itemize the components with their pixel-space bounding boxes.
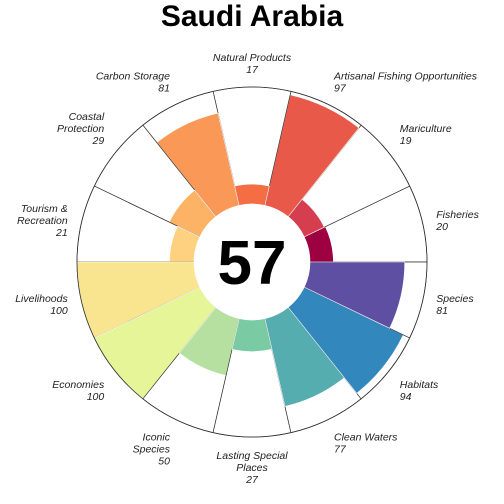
petal-name-habitats: Habitats — [400, 379, 439, 391]
petal-score-natural-products: 17 — [246, 64, 259, 76]
petal-name-coastal-protection-line-1: Coastal — [69, 111, 105, 123]
petal-label-habitats: Habitats 94 — [400, 379, 439, 403]
petal-natural-products — [234, 183, 270, 206]
petal-score-clean-waters: 77 — [334, 443, 347, 455]
petal-name-artisanal-fishing-opportunities: Artisanal Fishing Opportunities — [333, 71, 478, 83]
petal-score-economies: 100 — [87, 391, 105, 403]
petal-name-iconic-species-line-2: Species — [133, 443, 171, 455]
petal-label-mariculture: Mariculture 19 — [400, 123, 452, 147]
petal-label-iconic-species: Iconic Species 50 — [133, 431, 171, 467]
petal-score-coastal-protection: 29 — [92, 135, 105, 147]
petal-label-livelihoods: Livelihoods 100 — [15, 293, 68, 317]
petal-score-species: 81 — [436, 305, 448, 317]
petal-name-clean-waters: Clean Waters — [334, 431, 398, 443]
petal-name-carbon-storage: Carbon Storage — [96, 71, 170, 83]
petal-name-coastal-protection-line-2: Protection — [57, 123, 104, 135]
outer-boundary — [76, 86, 428, 438]
center-hole — [194, 204, 310, 320]
petal-label-artisanal-fishing-opportunities: Artisanal Fishing Opportunities 97 — [333, 71, 478, 95]
petal-label-species: Species 81 — [436, 293, 474, 317]
petal-name-fisheries: Fisheries — [436, 209, 479, 221]
petal-score-fisheries: 20 — [435, 221, 448, 233]
petal-score-lasting-special-places: 27 — [245, 474, 259, 486]
petal-score-iconic-species: 50 — [158, 455, 170, 467]
petal-name-livelihoods: Livelihoods — [15, 293, 68, 305]
petal-labels-group: Fisheries 20 Mariculture 19 Artisanal Fishin… — [15, 52, 479, 486]
petal-name-economies: Economies — [52, 379, 105, 391]
petal-label-natural-products: Natural Products 17 — [213, 52, 292, 76]
petal-score-livelihoods: 100 — [50, 305, 68, 317]
petal-label-coastal-protection: Coastal Protection 29 — [57, 111, 105, 147]
petal-score-artisanal-fishing-opportunities: 97 — [334, 83, 347, 95]
petal-label-clean-waters: Clean Waters 77 — [334, 431, 398, 455]
chart-title: Saudi Arabia — [161, 0, 344, 33]
petal-score-tourism-and-recreation: 21 — [55, 227, 68, 239]
petal-label-lasting-special-places: Lasting Special Places 27 — [216, 450, 288, 486]
petals-group — [76, 86, 428, 438]
petal-name-species: Species — [436, 293, 474, 305]
petal-name-lasting-special-places-line-1: Lasting Special — [216, 450, 288, 462]
petal-label-carbon-storage: Carbon Storage 81 — [96, 71, 170, 95]
petal-label-economies: Economies 100 — [52, 379, 105, 403]
petal-name-tourism-and-recreation-line-2: Recreation — [17, 215, 68, 227]
petal-score-carbon-storage: 81 — [158, 83, 170, 95]
petal-name-mariculture: Mariculture — [400, 123, 452, 135]
petal-name-lasting-special-places-line-2: Places — [236, 462, 268, 474]
petal-name-iconic-species-line-1: Iconic — [143, 431, 171, 443]
petal-label-fisheries: Fisheries 20 — [435, 209, 479, 233]
petal-name-natural-products: Natural Products — [213, 52, 292, 64]
petal-name-tourism-and-recreation-line-1: Tourism & — [21, 203, 68, 215]
petal-label-tourism-and-recreation: Tourism & Recreation 21 — [17, 203, 68, 239]
petal-score-mariculture: 19 — [400, 135, 412, 147]
petal-score-habitats: 94 — [400, 391, 412, 403]
center-score: 57 — [218, 229, 287, 298]
